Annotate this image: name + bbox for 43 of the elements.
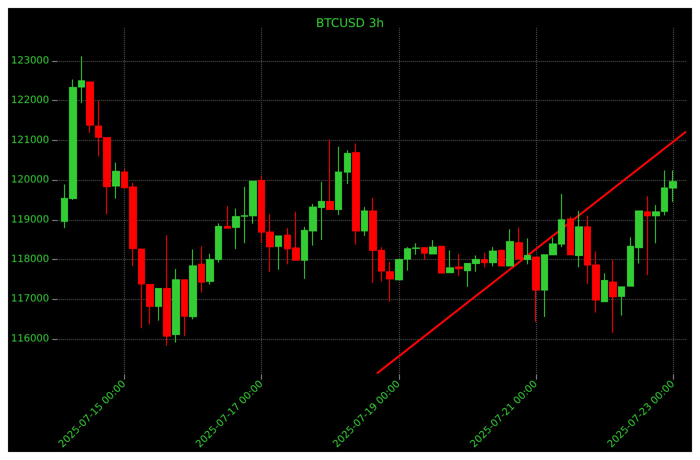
y-tick-label: 118000	[10, 254, 50, 265]
candlestick	[644, 196, 651, 276]
candlestick	[489, 246, 497, 267]
candlestick	[189, 249, 197, 320]
candlestick	[344, 150, 351, 185]
candlestick	[224, 206, 231, 229]
candlestick	[498, 250, 505, 266]
candlestick	[438, 246, 445, 274]
candlestick	[421, 247, 428, 260]
y-tick-label: 117000	[10, 294, 50, 305]
candlestick	[352, 143, 360, 245]
candlestick	[609, 260, 617, 334]
candlestick	[326, 139, 334, 210]
y-tick-label: 116000	[10, 333, 50, 344]
candlestick	[386, 261, 394, 302]
candlestick	[567, 216, 574, 256]
y-tick-label: 121000	[10, 134, 50, 146]
y-tick-label: 122000	[10, 95, 50, 106]
candlestick	[198, 246, 205, 293]
candlestick	[275, 236, 282, 270]
candlestick	[163, 234, 171, 346]
candlestick	[481, 252, 488, 268]
candlestick	[446, 250, 454, 274]
candlestick	[575, 210, 583, 268]
candlestick	[361, 206, 368, 237]
candlestick	[172, 268, 180, 343]
candlestick	[86, 82, 94, 134]
candlestick	[429, 240, 437, 254]
candlestick	[335, 146, 342, 216]
candlestick	[532, 256, 540, 322]
y-tick-label: 119000	[10, 214, 50, 226]
candlestick	[455, 253, 463, 277]
candlestick	[601, 272, 608, 302]
chart-title: BTCUSD 3h	[316, 16, 384, 30]
candlestick	[618, 286, 625, 316]
y-tick-label: 123000	[10, 55, 50, 66]
candlestick	[515, 227, 523, 260]
candlestick	[524, 238, 531, 265]
candlestick	[181, 279, 188, 337]
y-tick-label: 120000	[10, 174, 50, 186]
candlestick	[112, 162, 120, 200]
candlestick	[155, 288, 162, 322]
candlestick	[506, 228, 514, 266]
